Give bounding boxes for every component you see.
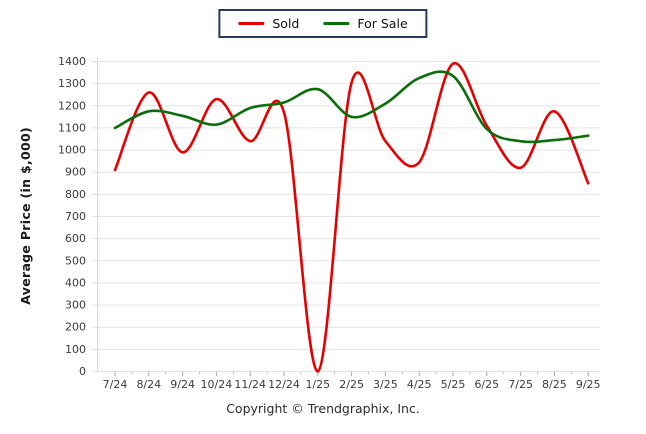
- y-tick-labels: 0 100 200 300 400 500 600 700 800 900 1000 1100 1200…: [58, 55, 86, 378]
- legend-item-for-sale[interactable]: For Sale: [323, 16, 408, 31]
- svg-text:8/24: 8/24: [136, 378, 161, 391]
- svg-text:400: 400: [65, 276, 86, 289]
- svg-text:500: 500: [65, 254, 86, 267]
- svg-text:3/25: 3/25: [373, 378, 398, 391]
- svg-text:1300: 1300: [58, 77, 86, 90]
- x-axis: 7/24 8/24 9/24 10/24 11/24 12/24 1/25 2/25 3/25 4…: [103, 371, 601, 391]
- legend-label-for-sale: For Sale: [357, 16, 408, 31]
- svg-text:11/24: 11/24: [234, 378, 266, 391]
- svg-text:900: 900: [65, 166, 86, 179]
- svg-text:10/24: 10/24: [201, 378, 233, 391]
- svg-text:1100: 1100: [58, 121, 86, 134]
- svg-text:5/25: 5/25: [441, 378, 466, 391]
- svg-text:1/25: 1/25: [305, 378, 330, 391]
- legend: Sold For Sale: [218, 9, 428, 38]
- legend-label-sold: Sold: [272, 16, 300, 31]
- sold-line-swatch: [238, 22, 265, 25]
- svg-text:800: 800: [65, 188, 86, 201]
- legend-item-sold[interactable]: Sold: [238, 16, 299, 31]
- svg-text:7/24: 7/24: [103, 378, 128, 391]
- svg-text:2/25: 2/25: [339, 378, 364, 391]
- svg-text:9/24: 9/24: [170, 378, 195, 391]
- copyright-text: Copyright © Trendgraphix, Inc.: [226, 401, 420, 416]
- y-gridlines: [92, 61, 600, 372]
- svg-text:100: 100: [65, 343, 86, 356]
- svg-text:700: 700: [65, 210, 86, 223]
- svg-text:4/25: 4/25: [407, 378, 432, 391]
- svg-text:6/25: 6/25: [474, 378, 499, 391]
- svg-text:200: 200: [65, 321, 86, 334]
- svg-text:1200: 1200: [58, 99, 86, 112]
- svg-text:8/25: 8/25: [542, 378, 567, 391]
- svg-text:7/25: 7/25: [508, 378, 533, 391]
- svg-text:0: 0: [79, 365, 86, 378]
- svg-text:12/24: 12/24: [268, 378, 300, 391]
- svg-text:1400: 1400: [58, 55, 86, 68]
- svg-text:600: 600: [65, 232, 86, 245]
- for-sale-line-swatch: [323, 22, 350, 25]
- series-line-sold: [113, 62, 590, 373]
- svg-text:1000: 1000: [58, 144, 86, 157]
- svg-text:9/25: 9/25: [576, 378, 601, 391]
- svg-text:300: 300: [65, 299, 86, 312]
- series-line-for-sale: [113, 70, 590, 144]
